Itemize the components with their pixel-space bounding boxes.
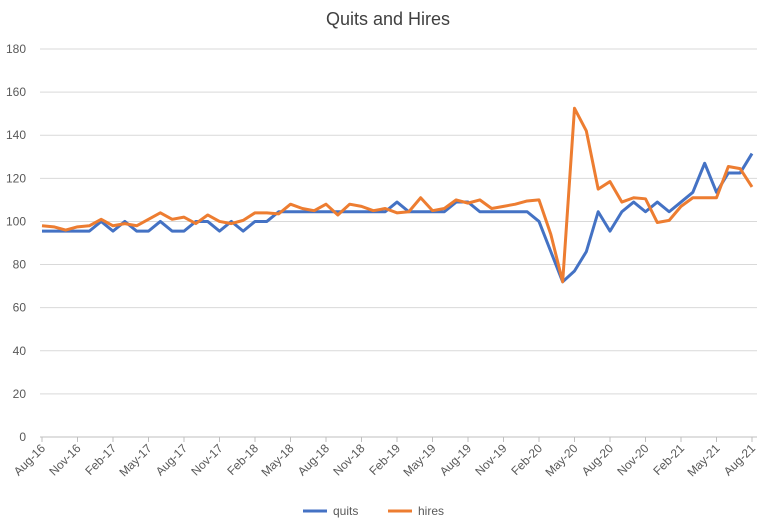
x-tick-label: Feb-17: [82, 441, 119, 478]
legend-label: quits: [333, 504, 358, 518]
legend-label: hires: [418, 504, 444, 518]
legend: quits hires: [303, 504, 444, 518]
x-tick-label: Aug-16: [11, 441, 48, 478]
x-tick-label: May-21: [684, 441, 722, 479]
series-line: [41, 106, 754, 284]
chart-title: Quits and Hires: [326, 9, 450, 29]
y-tick-label: 140: [6, 128, 26, 142]
x-tick-label: Aug-17: [153, 441, 190, 478]
y-tick-label: 120: [6, 171, 26, 185]
series-line: [42, 152, 754, 284]
x-tick-label: Feb-18: [224, 441, 261, 478]
x-tick-label: May-19: [400, 441, 438, 479]
y-tick-label: 40: [13, 344, 27, 358]
y-tick-label: 80: [13, 258, 27, 272]
x-tick-label: Feb-19: [366, 441, 403, 478]
y-tick-label: 0: [19, 430, 26, 444]
x-tick-label: Nov-20: [614, 441, 651, 478]
y-tick-label: 160: [6, 85, 26, 99]
x-tick-label: Nov-17: [188, 441, 225, 478]
x-tick-label: Nov-16: [46, 441, 83, 478]
y-tick-label: 180: [6, 42, 26, 56]
x-tick-label: Aug-19: [437, 441, 474, 478]
x-tick-label: May-17: [116, 441, 154, 479]
x-tick-label: Aug-20: [579, 441, 616, 478]
x-tick-label: Nov-19: [472, 441, 509, 478]
x-tick-label: Feb-20: [508, 441, 545, 478]
x-tick-label: May-18: [258, 441, 296, 479]
x-tick-label: May-20: [542, 441, 580, 479]
x-tick-label: Aug-18: [295, 441, 332, 478]
x-tick-label: Nov-18: [330, 441, 367, 478]
y-tick-label: 100: [6, 214, 26, 228]
y-tick-label: 20: [13, 387, 27, 401]
x-tick-label: Aug-21: [721, 441, 758, 478]
x-tick-label: Feb-21: [650, 441, 687, 478]
y-tick-label: 60: [13, 301, 27, 315]
